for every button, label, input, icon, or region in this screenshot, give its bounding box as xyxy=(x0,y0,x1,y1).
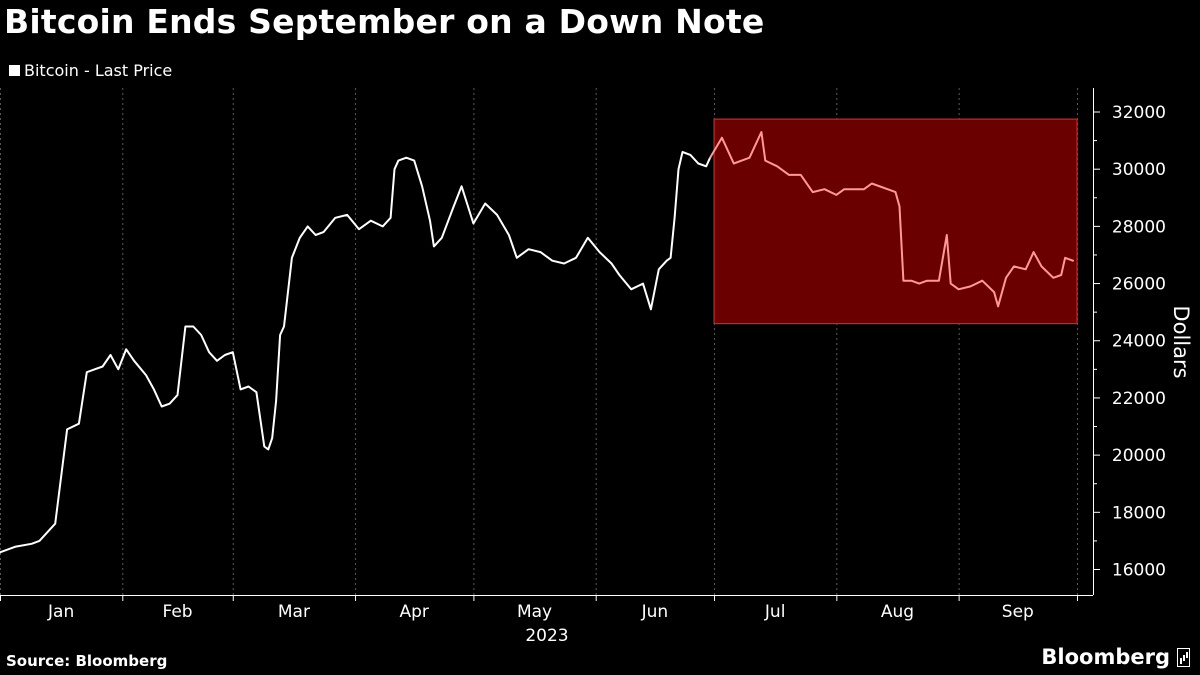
x-tick-label: Feb xyxy=(162,602,192,622)
highlight-region xyxy=(713,118,1078,325)
y-tick-label: 32000 xyxy=(1112,103,1166,123)
y-tick-label: 16000 xyxy=(1112,561,1166,581)
x-tick-label: May xyxy=(517,602,552,622)
y-tick-label: 28000 xyxy=(1112,217,1166,237)
y-tick-label: 26000 xyxy=(1112,275,1166,295)
legend: Bitcoin - Last Price xyxy=(9,61,172,80)
x-tick-label: Jul xyxy=(764,602,786,622)
legend-swatch xyxy=(9,65,20,76)
chart-title: Bitcoin Ends September on a Down Note xyxy=(4,2,765,41)
bloomberg-terminal-icon xyxy=(1177,647,1190,667)
brand-logo: Bloomberg xyxy=(1041,645,1190,669)
source-note: Source: Bloomberg xyxy=(6,652,168,670)
x-tick-label: Mar xyxy=(278,602,310,622)
x-tick-label: Apr xyxy=(400,602,429,622)
y-axis-title: Dollars xyxy=(1169,305,1193,378)
series-line-bitcoin-highlighted xyxy=(709,131,1074,308)
series-line-bitcoin xyxy=(0,151,712,554)
y-tick-label: 20000 xyxy=(1112,446,1166,466)
x-tick-label: Jun xyxy=(641,602,669,622)
brand-name: Bloomberg xyxy=(1041,645,1170,669)
x-tick-label: Sep xyxy=(1002,602,1034,622)
legend-label: Bitcoin - Last Price xyxy=(24,61,173,80)
x-tick-label: Aug xyxy=(881,602,914,622)
y-tick-label: 30000 xyxy=(1112,160,1166,180)
y-tick-label: 24000 xyxy=(1112,332,1166,352)
y-tick-label: 18000 xyxy=(1112,503,1166,523)
x-tick-label: Jan xyxy=(47,602,74,622)
y-tick-label: 22000 xyxy=(1112,389,1166,409)
x-axis-year-label: 2023 xyxy=(525,626,568,646)
